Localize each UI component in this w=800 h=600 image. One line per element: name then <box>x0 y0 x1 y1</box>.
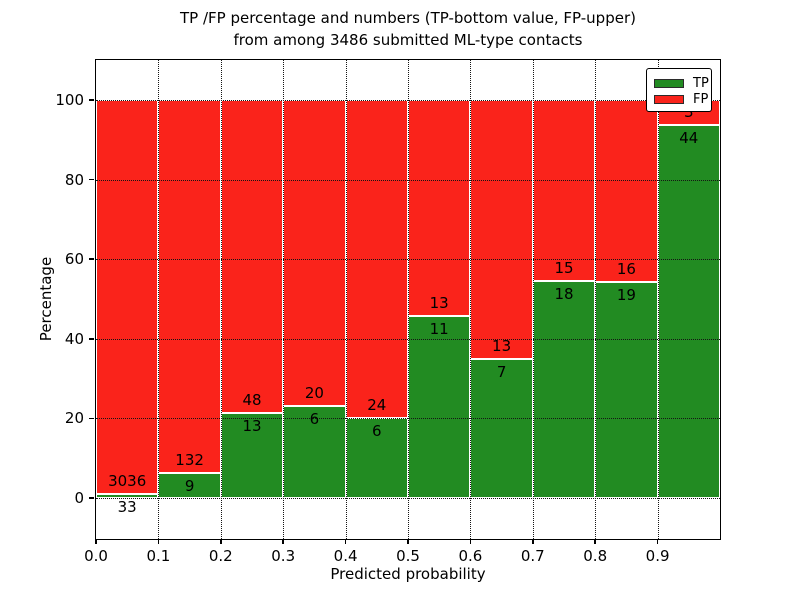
bar-fp-segment <box>283 100 346 407</box>
legend-entry: TP <box>654 75 711 91</box>
legend-label: TP <box>693 75 709 91</box>
bar-tp-segment <box>408 315 471 498</box>
y-tick-label: 100 <box>55 91 84 109</box>
x-tick-mark <box>282 539 284 544</box>
x-tick-label: 0.9 <box>645 547 670 565</box>
fp-count-label: 3036 <box>108 471 147 490</box>
tp-count-label: 13 <box>242 417 262 436</box>
x-tick-label: 0.4 <box>333 547 358 565</box>
x-tick-mark <box>157 539 160 544</box>
bar-fp-segment <box>158 100 221 473</box>
x-tick-label: 0.8 <box>583 547 608 565</box>
y-tick-mark <box>89 99 94 101</box>
x-tick-label: 0.5 <box>396 547 420 565</box>
y-tick-label: 60 <box>64 250 84 269</box>
fp-count-label: 16 <box>616 259 636 278</box>
fp-count-label: 3 <box>684 103 694 122</box>
chart-title: TP /FP percentage and numbers (TP-bottom… <box>95 7 721 51</box>
x-tick-mark <box>220 539 222 544</box>
bar-fp-segment <box>595 100 658 282</box>
x-tick-mark <box>532 539 534 544</box>
plot-area: TP FP 0 20 40 60 80 100 0.0 0.1 0.2 0.3 0.4 0.5 0.6 0.… <box>55 59 721 565</box>
tp-count-label: 11 <box>429 319 449 338</box>
y-tick-label: 80 <box>64 170 84 189</box>
legend-label: FP <box>693 91 709 107</box>
tp-count-label: 7 <box>496 362 507 381</box>
y-tick-mark <box>89 417 94 420</box>
legend-swatch-fp <box>654 94 684 104</box>
x-tick-mark <box>344 539 347 544</box>
tp-count-label: 44 <box>679 129 699 148</box>
gridline-vertical <box>220 60 222 539</box>
x-tick-mark <box>95 539 97 544</box>
bar-tp-segment <box>96 493 159 498</box>
bar-tp-segment <box>470 358 533 498</box>
x-tick-label: 0.2 <box>208 547 233 565</box>
tp-count-label: 6 <box>309 410 320 429</box>
y-tick-label: 40 <box>64 329 84 348</box>
gridline-vertical <box>532 60 534 539</box>
y-tick-label: 20 <box>64 409 84 428</box>
gridline-vertical <box>283 60 285 539</box>
fp-count-label: 24 <box>367 396 387 415</box>
bar-fp-segment <box>96 100 159 494</box>
bar-fp-segment <box>220 100 284 414</box>
fp-count-label: 15 <box>554 258 574 277</box>
y-tick-mark <box>89 258 94 260</box>
x-tick-label: 0.0 <box>84 547 108 565</box>
gridline-vertical <box>470 60 472 539</box>
bar-tp-segment <box>158 472 221 498</box>
y-tick-mark <box>89 497 94 499</box>
tp-count-label: 6 <box>372 422 382 441</box>
x-tick-label: 0.3 <box>271 547 296 565</box>
bar-fp-segment <box>470 100 533 359</box>
y-tick-mark <box>89 178 94 181</box>
bar-tp-segment <box>283 406 346 498</box>
x-tick-label: 0.6 <box>458 547 483 565</box>
gridline-vertical <box>408 60 409 539</box>
fp-count-label: 13 <box>492 336 512 355</box>
bar-tp-segment <box>657 125 720 498</box>
gridline-vertical <box>158 60 160 539</box>
bar-tp-segment <box>532 280 596 498</box>
x-tick-label: 0.1 <box>146 547 171 565</box>
tp-count-label: 18 <box>554 284 574 303</box>
y-tick-label: 0 <box>74 489 84 507</box>
tp-count-label: 9 <box>184 476 195 495</box>
x-tick-mark <box>656 539 659 544</box>
gridline-vertical <box>345 60 347 539</box>
bar-fp-segment <box>408 100 471 316</box>
y-axis-label: Percentage <box>37 256 55 342</box>
x-axis-label: Predicted probability <box>330 565 486 583</box>
bar-tp-segment <box>345 418 408 498</box>
x-tick-label: 0.7 <box>520 547 545 565</box>
legend-entry: FP <box>654 91 711 107</box>
gridline-vertical <box>595 60 597 539</box>
fp-count-label: 48 <box>242 391 262 410</box>
bar-fp-segment <box>532 100 596 281</box>
x-tick-mark <box>407 539 409 544</box>
fp-count-label: 20 <box>304 384 324 403</box>
gridline-vertical <box>657 60 659 539</box>
y-tick-mark <box>89 338 94 340</box>
legend-swatch-tp <box>654 78 684 88</box>
x-tick-mark <box>469 539 472 544</box>
legend: TP FP <box>646 68 712 112</box>
chart-title-line2: from among 3486 submitted ML-type contac… <box>233 31 583 49</box>
tp-count-label: 33 <box>117 497 137 516</box>
x-tick-mark <box>594 539 596 544</box>
fp-count-label: 132 <box>175 450 204 469</box>
chart-title-line1: TP /FP percentage and numbers (TP-bottom… <box>180 9 636 27</box>
bar-tp-segment <box>595 281 658 498</box>
tp-count-label: 19 <box>616 285 636 304</box>
fp-count-label: 13 <box>429 293 449 312</box>
